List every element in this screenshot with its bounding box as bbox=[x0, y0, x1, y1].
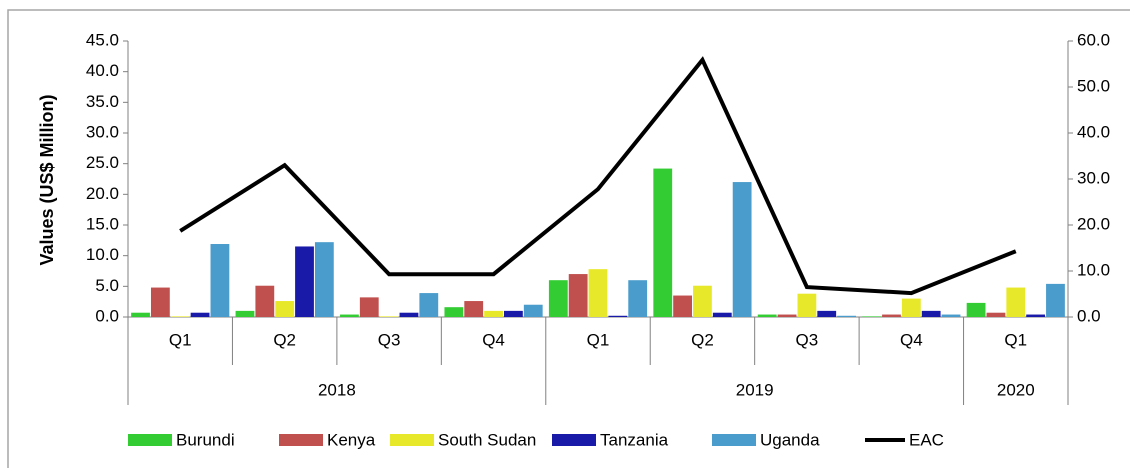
y-tick-label: 35.0 bbox=[86, 92, 119, 111]
bar bbox=[131, 312, 150, 317]
bar bbox=[941, 314, 961, 317]
bar bbox=[568, 274, 588, 317]
y2-tick-label: 30.0 bbox=[1077, 168, 1110, 187]
x-tick-label: Q4 bbox=[900, 330, 923, 349]
line-series bbox=[179, 56, 1017, 296]
bar bbox=[628, 280, 648, 317]
bar bbox=[797, 293, 817, 317]
legend-swatch bbox=[552, 434, 596, 446]
y2-tick-label: 20.0 bbox=[1077, 214, 1110, 233]
bar bbox=[608, 315, 628, 317]
y2-tick-label: 60.0 bbox=[1077, 30, 1110, 49]
bar bbox=[588, 269, 608, 317]
bar bbox=[275, 301, 295, 317]
bar bbox=[444, 307, 464, 317]
bar bbox=[1026, 314, 1046, 317]
y-tick-label: 40.0 bbox=[86, 61, 119, 80]
bar bbox=[653, 168, 673, 317]
legend-label: South Sudan bbox=[438, 430, 536, 449]
bar bbox=[235, 310, 255, 317]
x-tick-label: Q1 bbox=[587, 330, 610, 349]
chart-border bbox=[7, 9, 1130, 468]
x-group-label: 2019 bbox=[736, 380, 774, 399]
y2-tick-label: 10.0 bbox=[1077, 260, 1110, 279]
bar bbox=[1046, 283, 1065, 317]
bar bbox=[673, 295, 692, 317]
bar bbox=[693, 285, 712, 317]
x-tick-label: Q2 bbox=[691, 330, 714, 349]
bar bbox=[379, 316, 399, 317]
bar bbox=[921, 310, 941, 317]
x-tick-label: Q1 bbox=[169, 330, 192, 349]
x-group-label: 2018 bbox=[318, 380, 356, 399]
bar bbox=[862, 316, 882, 317]
legend-label: Uganda bbox=[760, 430, 820, 449]
legend-label: Burundi bbox=[176, 430, 235, 449]
bar bbox=[419, 293, 439, 317]
bar bbox=[1006, 287, 1026, 317]
y2-tick-label: 40.0 bbox=[1077, 122, 1110, 141]
bar bbox=[150, 287, 170, 317]
bar bbox=[712, 312, 732, 317]
bar bbox=[210, 244, 230, 317]
legend-swatch bbox=[390, 434, 434, 446]
legend-swatch bbox=[279, 434, 323, 446]
bar bbox=[986, 312, 1006, 317]
bar bbox=[255, 285, 275, 317]
x-tick-label: Q1 bbox=[1004, 330, 1027, 349]
bar bbox=[732, 182, 752, 317]
legend-label: Tanzania bbox=[600, 430, 669, 449]
x-tick-label: Q3 bbox=[796, 330, 819, 349]
bar bbox=[359, 297, 379, 317]
bar bbox=[817, 310, 837, 317]
bar bbox=[548, 280, 568, 317]
y-tick-label: 5.0 bbox=[95, 276, 119, 295]
bar bbox=[399, 312, 419, 317]
legend-swatch bbox=[712, 434, 756, 446]
y-tick-label: 45.0 bbox=[86, 30, 119, 49]
bar bbox=[504, 310, 523, 317]
y-axis-title: Values (US$ Million) bbox=[37, 94, 57, 265]
x-tick-label: Q3 bbox=[378, 330, 401, 349]
bar bbox=[295, 246, 314, 317]
bar bbox=[757, 314, 777, 317]
y-tick-label: 15.0 bbox=[86, 214, 119, 233]
y-tick-label: 20.0 bbox=[86, 184, 119, 203]
y2-tick-label: 0.0 bbox=[1077, 306, 1101, 325]
y-tick-label: 30.0 bbox=[86, 122, 119, 141]
bar bbox=[777, 314, 797, 317]
x-group-label: 2020 bbox=[997, 380, 1035, 399]
x-tick-label: Q4 bbox=[482, 330, 505, 349]
bar bbox=[190, 312, 210, 317]
legend-label: EAC bbox=[909, 430, 944, 449]
bar bbox=[464, 301, 484, 317]
legend-swatch bbox=[128, 434, 172, 446]
x-tick-label: Q2 bbox=[273, 330, 296, 349]
bar bbox=[484, 310, 503, 317]
legend-label: Kenya bbox=[327, 430, 376, 449]
y-tick-label: 0.0 bbox=[95, 306, 119, 325]
bar bbox=[837, 315, 856, 317]
bar bbox=[901, 298, 921, 317]
bar bbox=[170, 316, 190, 317]
y-tick-label: 10.0 bbox=[86, 245, 119, 264]
bar bbox=[523, 304, 543, 317]
bar bbox=[340, 314, 359, 317]
y2-tick-label: 50.0 bbox=[1077, 76, 1110, 95]
y-tick-label: 25.0 bbox=[86, 153, 119, 172]
bar bbox=[966, 302, 986, 317]
bar bbox=[882, 314, 901, 317]
bar bbox=[314, 242, 334, 317]
